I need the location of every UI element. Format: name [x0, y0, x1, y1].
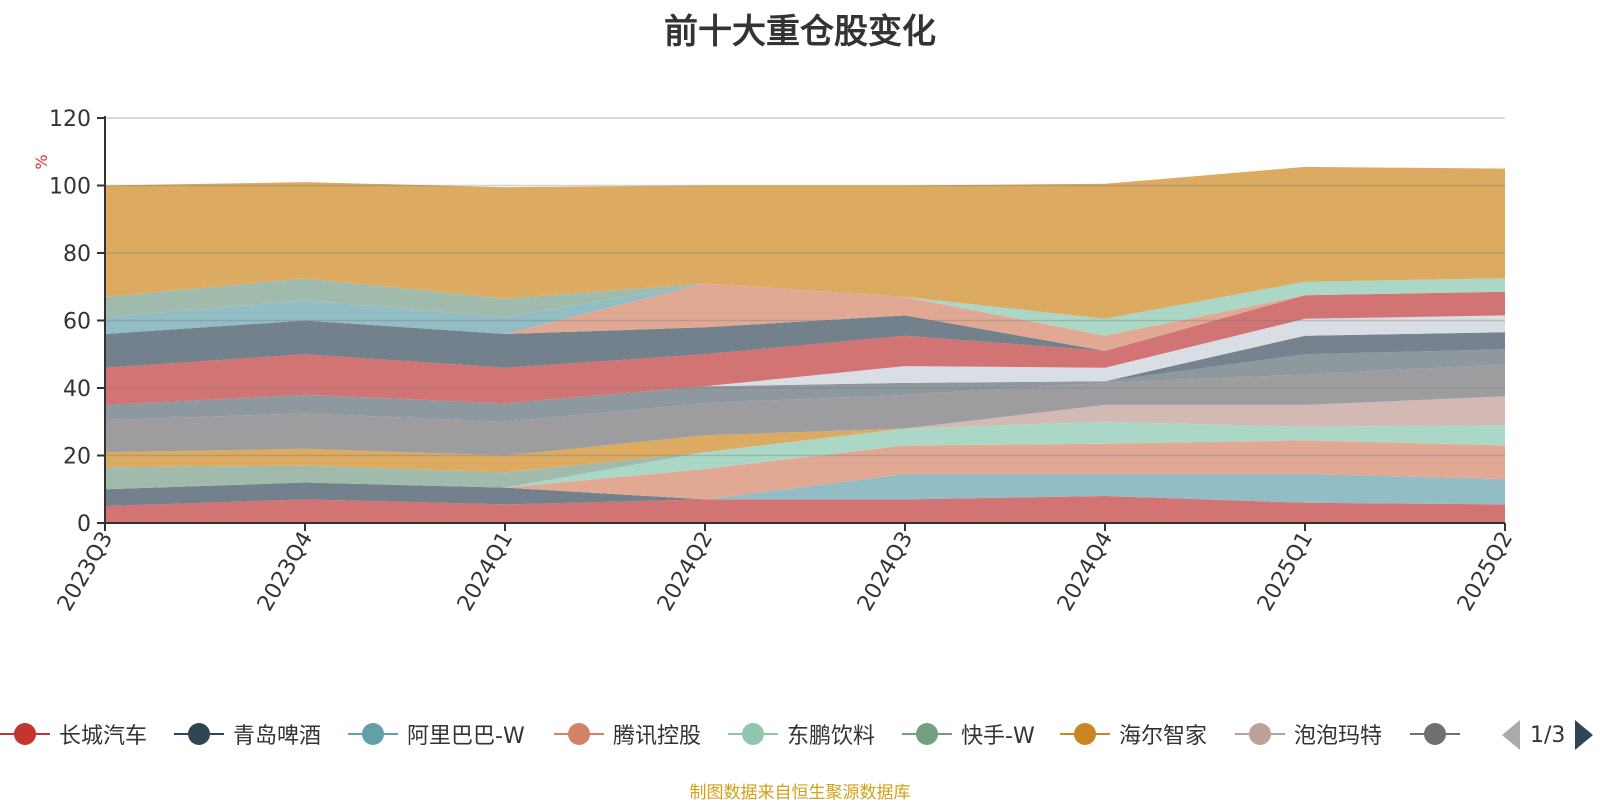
area-series-4[interactable]: [105, 440, 1505, 500]
legend-marker-icon: [902, 716, 952, 752]
legend-label: 阿里巴巴-W: [407, 724, 525, 749]
area-series-3[interactable]: [105, 474, 1505, 505]
y-tick-label: 100: [49, 175, 91, 200]
area-series-12[interactable]: [105, 315, 1505, 405]
legend-marker-icon: [1235, 716, 1285, 752]
legend-item[interactable]: 东鹏饮料: [728, 716, 875, 752]
legend-label: 海尔智家: [1119, 724, 1208, 749]
legend-next-page-icon[interactable]: [1575, 720, 1594, 750]
area-series-14[interactable]: [105, 291, 1505, 368]
x-tick-label: 2024Q2: [653, 528, 718, 616]
legend-marker-icon: [0, 716, 50, 752]
area-series-16[interactable]: [105, 283, 1505, 336]
legend-pager: 1/3: [1502, 718, 1594, 752]
y-tick-label: 60: [63, 310, 91, 335]
legend-item[interactable]: 长城汽车: [0, 716, 147, 752]
x-tick-label: 2024Q1: [453, 528, 518, 616]
y-tick-label: 120: [49, 107, 91, 132]
x-tick-label: 2025Q2: [1453, 528, 1518, 616]
legend-item[interactable]: 腾讯控股: [554, 716, 701, 752]
area-series-15[interactable]: [105, 283, 1505, 351]
x-tick-label: 2023Q3: [53, 528, 118, 616]
legend-label: 腾讯控股: [613, 724, 702, 749]
x-tick-label: 2023Q4: [253, 528, 318, 616]
legend: 长城汽车 青岛啤酒 阿里巴巴-W 腾讯控股 东鹏饮料 快手-W 海尔智家 泡泡玛特: [0, 716, 1600, 752]
legend-label: 泡泡玛特: [1294, 724, 1383, 749]
legend-marker-icon: [728, 716, 778, 752]
stacked-area-chart: 0 20 40 60 80 100 120 2023Q3 2023Q4 2024Q1 2024Q2 2…: [32, 107, 1518, 616]
data-source-note: 制图数据来自恒生聚源数据库: [689, 783, 911, 803]
x-tick-label: 2024Q4: [1053, 528, 1118, 616]
legend-label: 青岛啤酒: [233, 724, 322, 749]
legend-marker-icon: [1410, 716, 1460, 752]
legend-label: 东鹏饮料: [787, 724, 876, 749]
legend-marker-icon: [174, 716, 224, 752]
area-series-13[interactable]: [105, 291, 1505, 405]
area-series-1[interactable]: [105, 496, 1505, 523]
area-series-18[interactable]: [105, 278, 1505, 336]
legend-item[interactable]: [1410, 716, 1460, 752]
legend-prev-page-icon[interactable]: [1502, 720, 1520, 750]
y-tick-label: 0: [77, 512, 91, 537]
area-series-9[interactable]: [105, 364, 1505, 456]
x-tick-label: 2024Q3: [853, 528, 918, 616]
area-series-8[interactable]: [105, 396, 1505, 456]
area-series-7[interactable]: [105, 421, 1505, 473]
y-tick-label: 80: [63, 242, 91, 267]
area-series-5[interactable]: [105, 421, 1505, 490]
legend-label: 快手-W: [961, 724, 1035, 749]
area-series-11[interactable]: [105, 332, 1505, 405]
x-tick-label: 2025Q1: [1253, 528, 1318, 616]
legend-item[interactable]: 青岛啤酒: [174, 716, 321, 752]
area-series-2[interactable]: [105, 482, 1505, 507]
legend-item[interactable]: 阿里巴巴-W: [348, 716, 525, 752]
area-series-17[interactable]: [105, 278, 1505, 336]
legend-page-indicator: 1/3: [1530, 722, 1566, 748]
legend-marker-icon: [348, 716, 398, 752]
area-series-group: [105, 166, 1505, 523]
y-axis-label: %: [32, 154, 51, 169]
area-series-6[interactable]: [105, 421, 1505, 490]
y-tick-label: 40: [63, 377, 91, 402]
area-series-10[interactable]: [105, 349, 1505, 422]
area-series-19[interactable]: [105, 166, 1505, 319]
legend-label: 长城汽车: [59, 724, 148, 749]
legend-marker-icon: [554, 716, 604, 752]
legend-item[interactable]: 泡泡玛特: [1235, 716, 1382, 752]
gridlines: [105, 117, 1505, 457]
legend-item[interactable]: 快手-W: [902, 716, 1035, 752]
chart-title: 前十大重仓股变化: [664, 12, 936, 52]
legend-marker-icon: [1060, 716, 1110, 752]
legend-item[interactable]: 海尔智家: [1060, 716, 1207, 752]
y-tick-label: 20: [63, 445, 91, 470]
